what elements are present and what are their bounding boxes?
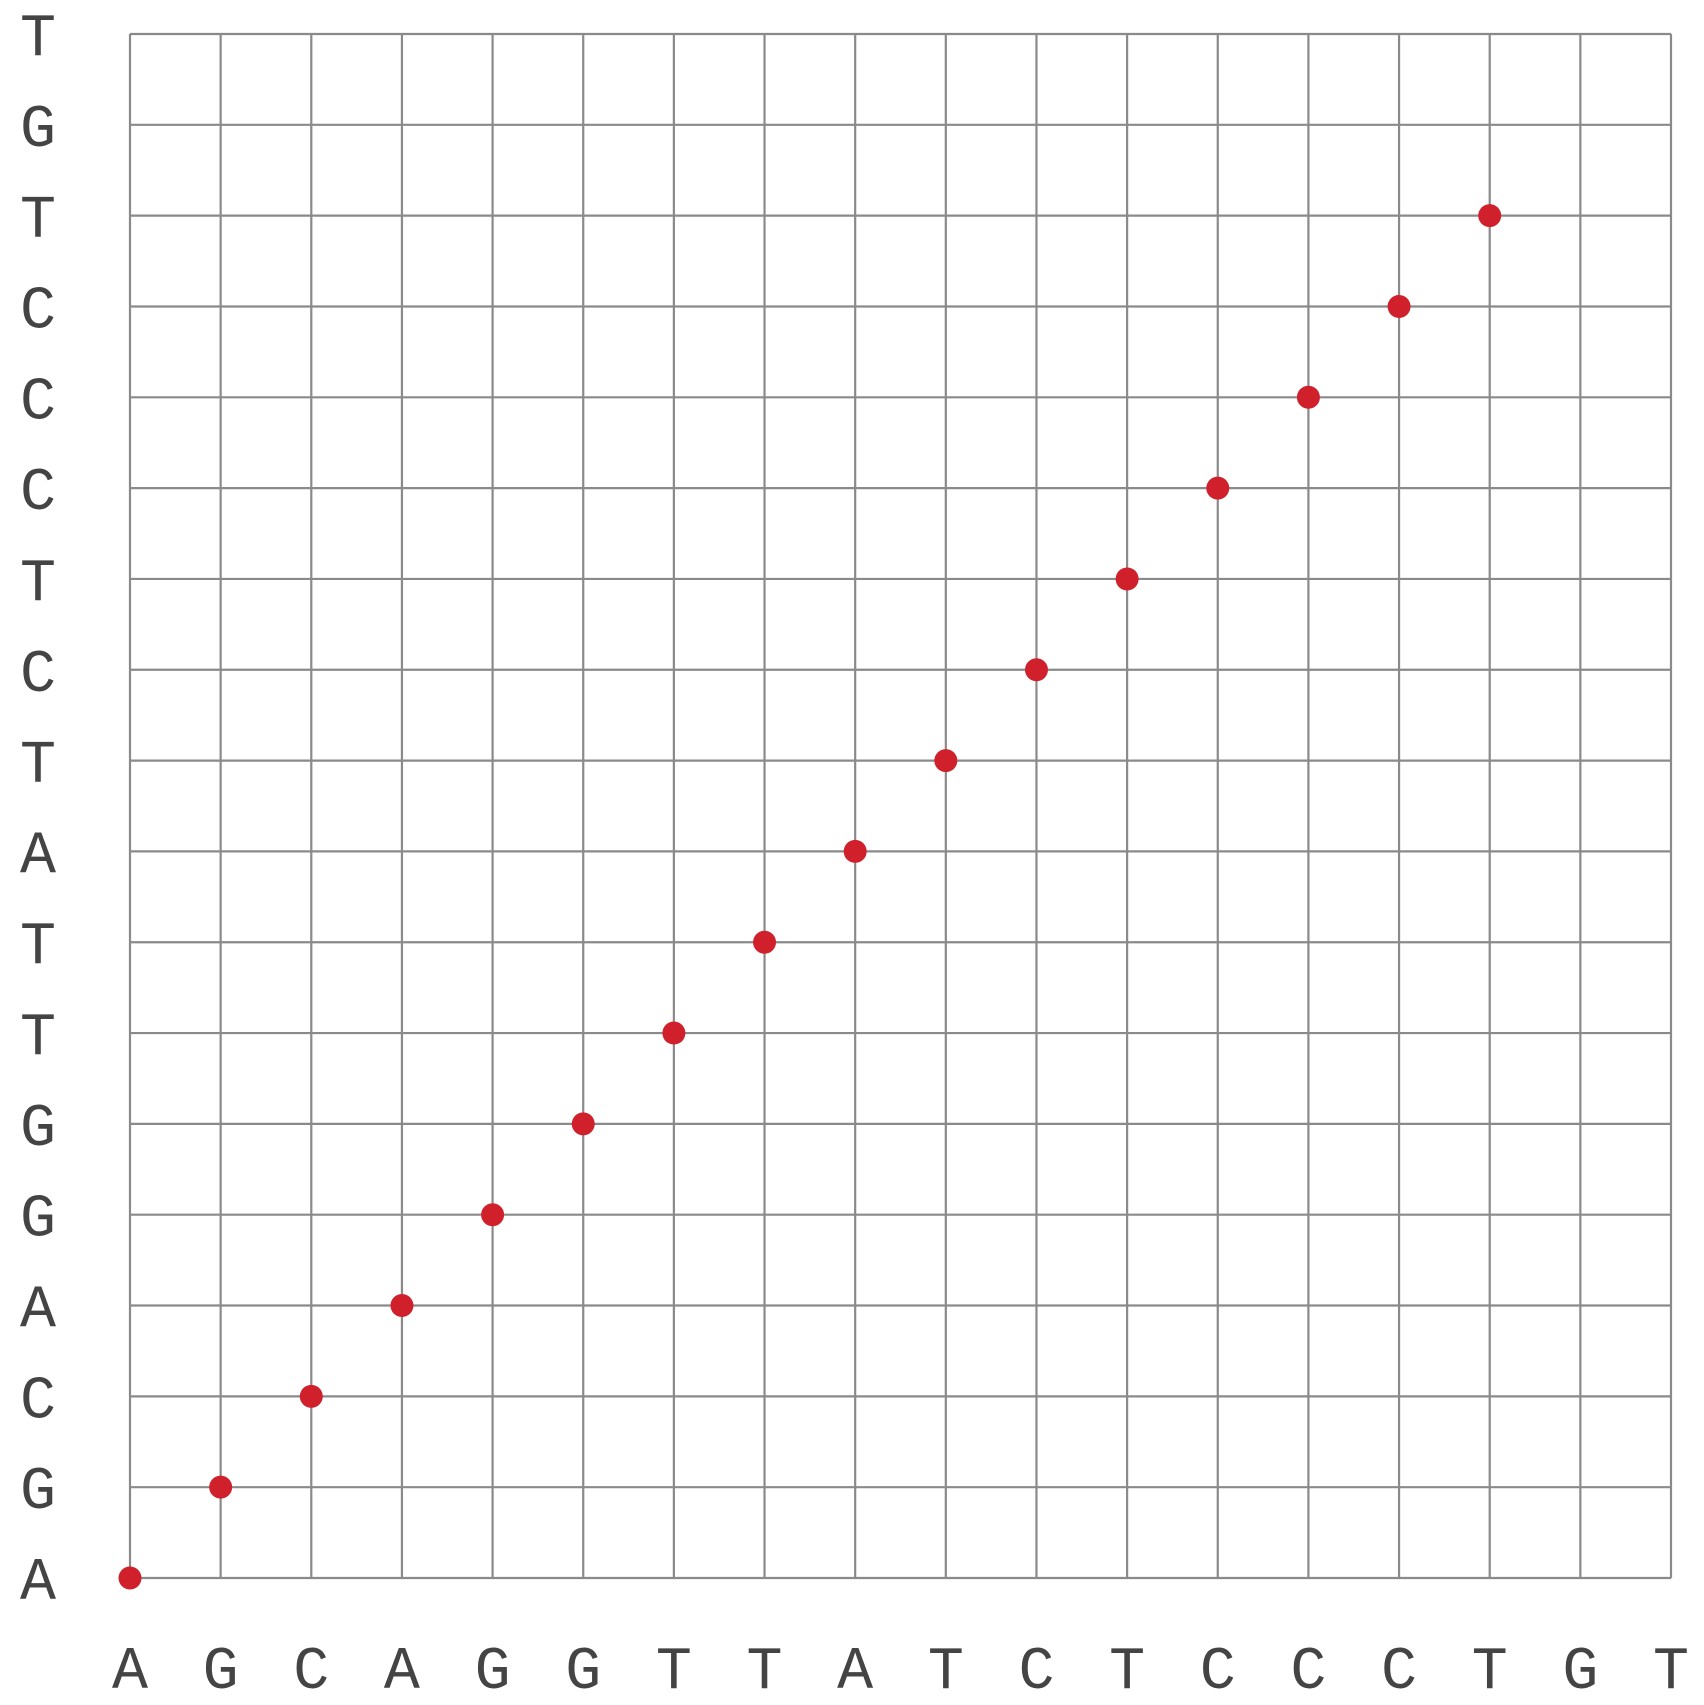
match-dot xyxy=(934,749,958,773)
y-sequence-letter: G xyxy=(20,1096,56,1164)
x-sequence-letter: T xyxy=(1472,1639,1508,1705)
y-sequence-letter: T xyxy=(20,6,56,74)
y-sequence-letter: C xyxy=(20,642,56,710)
x-sequence-letter: C xyxy=(1200,1639,1236,1705)
x-sequence-letter: T xyxy=(1653,1639,1689,1705)
x-sequence-letter: G xyxy=(1562,1639,1598,1705)
x-sequence-letter: G xyxy=(565,1639,601,1705)
x-sequence-letter: C xyxy=(1290,1639,1326,1705)
y-sequence-letter: G xyxy=(20,97,56,165)
x-sequence-letter: C xyxy=(1018,1639,1054,1705)
match-dot xyxy=(571,1112,595,1136)
x-sequence-letter: T xyxy=(1109,1639,1145,1705)
x-sequence-letter: A xyxy=(112,1639,148,1705)
match-dot xyxy=(1478,204,1502,228)
match-dot xyxy=(1296,385,1320,409)
x-sequence-letter: T xyxy=(747,1639,783,1705)
y-sequence-letter: T xyxy=(20,1005,56,1073)
match-dot xyxy=(1387,294,1411,318)
y-sequence-letter: T xyxy=(20,914,56,982)
match-dot xyxy=(299,1384,323,1408)
match-dot xyxy=(481,1203,505,1227)
match-dot xyxy=(1115,567,1139,591)
x-sequence-letter: A xyxy=(837,1639,873,1705)
match-dot xyxy=(662,1021,686,1045)
x-sequence-letter: T xyxy=(656,1639,692,1705)
match-dots xyxy=(118,204,1502,1590)
x-sequence-letter: C xyxy=(293,1639,329,1705)
y-sequence-letter: C xyxy=(20,460,56,528)
match-dot xyxy=(1206,476,1230,500)
y-sequence-letter: T xyxy=(20,551,56,619)
y-sequence-letter: A xyxy=(20,1550,56,1618)
match-dot xyxy=(390,1294,414,1318)
y-sequence-letter: C xyxy=(20,1368,56,1436)
x-sequence-letter: A xyxy=(384,1639,420,1705)
match-dot xyxy=(118,1566,142,1590)
match-dot xyxy=(209,1475,233,1499)
y-sequence-letter: G xyxy=(20,1459,56,1527)
match-dot xyxy=(1024,658,1048,682)
y-sequence-letter: G xyxy=(20,1187,56,1255)
y-sequence-letter: A xyxy=(20,823,56,891)
x-sequence-letter: T xyxy=(928,1639,964,1705)
x-sequence-letter: C xyxy=(1381,1639,1417,1705)
y-sequence-letter: A xyxy=(20,1278,56,1346)
y-sequence-letter: C xyxy=(20,369,56,437)
y-sequence-letter: T xyxy=(20,188,56,256)
match-dot xyxy=(753,930,777,954)
x-sequence-letter: G xyxy=(475,1639,511,1705)
y-sequence-letter: C xyxy=(20,278,56,346)
y-sequence-letter: T xyxy=(20,733,56,801)
x-sequence-letter: G xyxy=(203,1639,239,1705)
grid xyxy=(128,32,1673,1580)
match-dot xyxy=(843,839,867,863)
